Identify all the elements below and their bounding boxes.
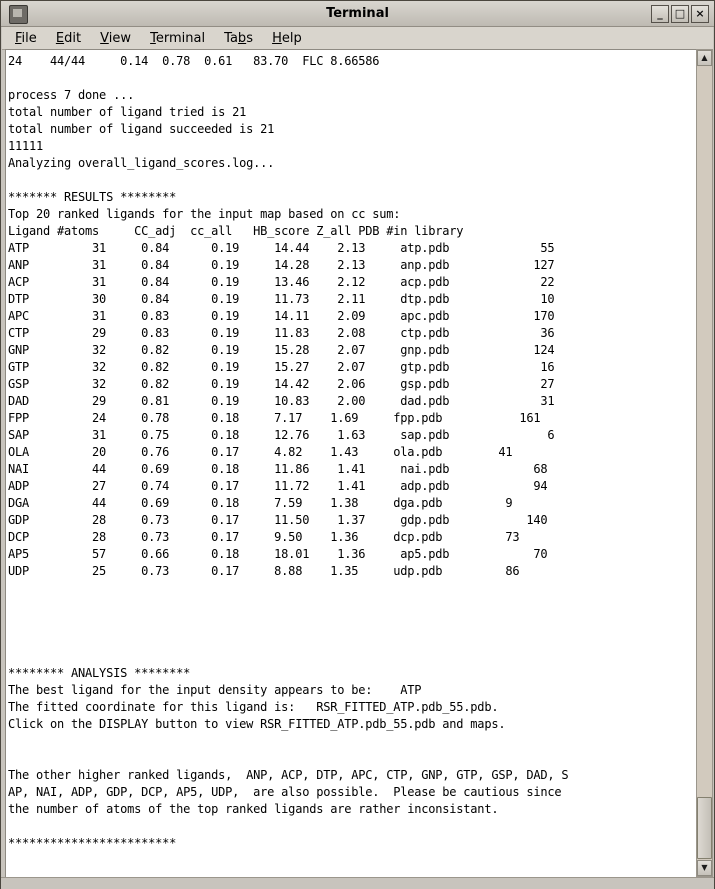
terminal-output-area[interactable]: 24 44/44 0.14 0.78 0.61 83.70 FLC 8.6658…: [5, 49, 696, 877]
menu-tabs[interactable]: Tabs: [224, 31, 253, 46]
menu-file[interactable]: File: [15, 31, 37, 46]
minimize-button[interactable]: _: [651, 5, 669, 23]
menu-edit[interactable]: Edit: [55, 31, 82, 46]
maximize-button[interactable]: □: [671, 5, 689, 23]
menu-terminal[interactable]: Terminal: [150, 31, 206, 46]
terminal-output-text: 24 44/44 0.14 0.78 0.61 83.70 FLC 8.6658…: [8, 54, 569, 850]
menu-view[interactable]: View: [100, 31, 132, 46]
title-bar[interactable]: Terminal _ □ ×: [1, 1, 714, 27]
vertical-scrollbar[interactable]: ▲ ▼: [696, 49, 713, 877]
scrollbar-thumb[interactable]: [697, 797, 712, 859]
menu-bar: File Edit View Terminal Tabs Help: [2, 27, 713, 50]
window-title: Terminal: [326, 6, 389, 21]
scroll-down-arrow-icon[interactable]: ▼: [697, 860, 712, 876]
close-button[interactable]: ×: [691, 5, 709, 23]
terminal-app-icon: [9, 5, 28, 24]
menu-help[interactable]: Help: [272, 31, 302, 46]
window-bottom-border: [1, 877, 714, 889]
scroll-up-arrow-icon[interactable]: ▲: [697, 50, 712, 66]
